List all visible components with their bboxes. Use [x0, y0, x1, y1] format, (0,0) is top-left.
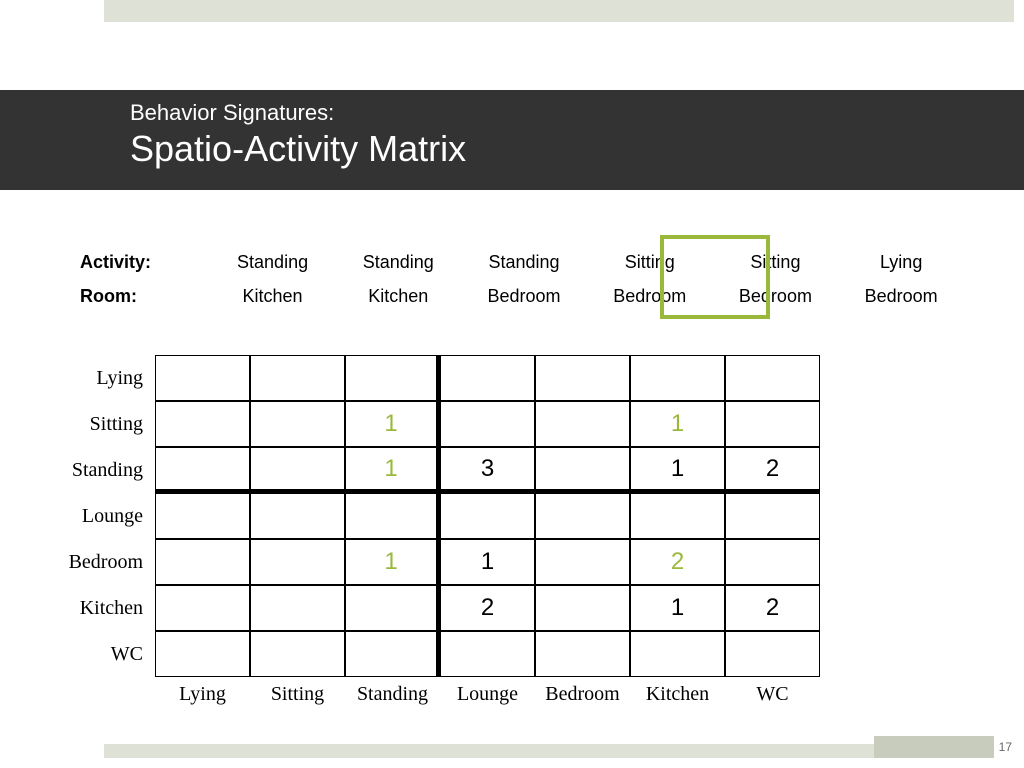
matrix-cell: 1: [440, 539, 535, 585]
matrix-col-label: Sitting: [250, 677, 345, 711]
matrix-cell: [440, 493, 535, 539]
matrix-cell: 3: [440, 447, 535, 493]
room-row: Room: Kitchen Kitchen Bedroom Bedroom Be…: [80, 279, 964, 313]
matrix-grid: LyingSitting11Standing1312LoungeBedroom1…: [55, 355, 820, 711]
matrix-cell: [725, 631, 820, 677]
matrix-col-label: Kitchen: [630, 677, 725, 711]
matrix-cell: 1: [630, 401, 725, 447]
room-cell: Bedroom: [838, 286, 964, 307]
matrix-cell: [535, 493, 630, 539]
matrix-cell: [535, 401, 630, 447]
bottom-accent: [874, 736, 994, 758]
top-strip: [104, 0, 1014, 22]
matrix-col-label: Lying: [155, 677, 250, 711]
matrix-cell: [725, 493, 820, 539]
title-bar: Behavior Signatures: Spatio-Activity Mat…: [0, 90, 1024, 190]
matrix-cell: [630, 631, 725, 677]
matrix-cell: [345, 631, 440, 677]
title-big: Spatio-Activity Matrix: [130, 128, 1024, 170]
matrix-cell: [535, 355, 630, 401]
matrix-cell: 2: [440, 585, 535, 631]
activity-cell: Sitting: [587, 252, 713, 273]
matrix-cell: [155, 493, 250, 539]
bottom-strip: [104, 744, 994, 758]
activity-label: Activity:: [80, 252, 210, 273]
matrix-cell: [535, 585, 630, 631]
matrix-row-label: Standing: [55, 447, 155, 493]
matrix-col-label: WC: [725, 677, 820, 711]
matrix-wrap: LyingSitting11Standing1312LoungeBedroom1…: [55, 355, 820, 711]
matrix-cell: [250, 631, 345, 677]
title-small: Behavior Signatures:: [130, 100, 1024, 126]
matrix-cell: [535, 447, 630, 493]
matrix-cell: 1: [345, 539, 440, 585]
matrix-col-label: Bedroom: [535, 677, 630, 711]
room-cell: Kitchen: [210, 286, 336, 307]
matrix-cell: 1: [345, 401, 440, 447]
activity-cell: Standing: [461, 252, 587, 273]
activity-row: Activity: Standing Standing Standing Sit…: [80, 245, 964, 279]
matrix-cell: [725, 539, 820, 585]
matrix-col-label: Standing: [345, 677, 440, 711]
matrix-cell: [345, 355, 440, 401]
matrix-row-label: Kitchen: [55, 585, 155, 631]
matrix-cell: [535, 539, 630, 585]
matrix-cell: [250, 493, 345, 539]
matrix-cell: [250, 585, 345, 631]
matrix-cell: 2: [725, 585, 820, 631]
matrix-cell: [440, 355, 535, 401]
room-cell: Bedroom: [587, 286, 713, 307]
matrix-cell: [250, 355, 345, 401]
matrix-cell: [155, 631, 250, 677]
page-number: 17: [999, 740, 1012, 754]
activity-cell: Sitting: [713, 252, 839, 273]
matrix-cell: 1: [345, 447, 440, 493]
matrix-cell: 2: [725, 447, 820, 493]
matrix-cell: [250, 401, 345, 447]
activity-cell: Standing: [335, 252, 461, 273]
matrix-cell: [440, 631, 535, 677]
activity-cell: Lying: [838, 252, 964, 273]
matrix-row-label: Lounge: [55, 493, 155, 539]
matrix-cell: [155, 539, 250, 585]
matrix-cell: [250, 539, 345, 585]
matrix-row-label: Lying: [55, 355, 155, 401]
matrix-corner: [55, 677, 155, 711]
room-label: Room:: [80, 286, 210, 307]
matrix-cell: [155, 401, 250, 447]
matrix-cell: 2: [630, 539, 725, 585]
activity-cell: Standing: [210, 252, 336, 273]
activity-room-block: Activity: Standing Standing Standing Sit…: [80, 245, 964, 313]
matrix-row-label: Sitting: [55, 401, 155, 447]
matrix-cell: [630, 355, 725, 401]
matrix-cell: [250, 447, 345, 493]
matrix-cell: [345, 585, 440, 631]
matrix-cell: [155, 355, 250, 401]
matrix-cell: [630, 493, 725, 539]
matrix-row-label: WC: [55, 631, 155, 677]
matrix-cell: [535, 631, 630, 677]
matrix-row-label: Bedroom: [55, 539, 155, 585]
matrix-cell: [440, 401, 535, 447]
matrix-cell: [155, 447, 250, 493]
matrix-cell: 1: [630, 585, 725, 631]
room-cell: Bedroom: [713, 286, 839, 307]
matrix-cell: [725, 401, 820, 447]
matrix-cell: 1: [630, 447, 725, 493]
matrix-cell: [155, 585, 250, 631]
matrix-col-label: Lounge: [440, 677, 535, 711]
matrix-cell: [345, 493, 440, 539]
room-cell: Kitchen: [335, 286, 461, 307]
matrix-cell: [725, 355, 820, 401]
room-cell: Bedroom: [461, 286, 587, 307]
